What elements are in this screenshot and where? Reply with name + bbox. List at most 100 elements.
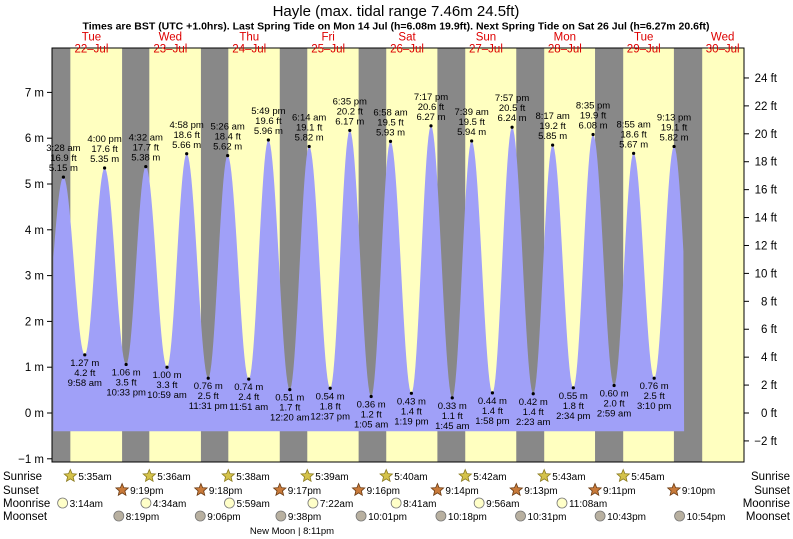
moonset-icon [355,510,367,522]
moonrise-icon [307,497,319,509]
day-date-label: 24–Jul [232,44,266,56]
day-name-label: Wed [711,32,734,44]
tide-label: 2.4 ft [238,392,259,403]
tide-label: 1.8 ft [563,401,584,412]
moonset-time: 10:18pm [448,512,487,523]
tide-point [206,376,210,380]
tide-label: 1.4 ft [523,407,544,418]
sunset-icon [272,482,287,497]
tide-label: 0.60 m [600,389,629,400]
day-date-label: 27–Jul [469,44,503,56]
y-left-tick-label: 1 m [25,362,44,374]
row-label-left: Moonset [3,511,48,523]
new-moon-label: New Moon | 8:11pm [250,526,334,537]
tide-label: 1.4 ft [482,406,503,417]
y-right-tick-label: 24 ft [755,73,778,85]
row-label-right: Sunset [754,485,791,497]
tide-label: 10:59 am [147,390,187,401]
tide-label: 1:19 pm [394,416,428,427]
moonrise-time: 8:41am [403,499,436,510]
sunrise-icon [300,468,315,483]
tide-label: 18.6 ft [620,129,647,140]
tide-label: 0.76 m [194,381,223,392]
y-right-tick-label: 6 ft [761,324,778,336]
tide-label: 5.93 m [376,127,405,138]
tide-label: 9:13 pm [657,112,691,123]
tide-label: 0.44 m [478,396,507,407]
day-date-label: 25–Jul [311,44,345,56]
y-right-tick-label: 18 ft [755,157,778,169]
moonrise-icon [140,497,152,509]
y-right-tick-label: 10 ft [755,268,778,280]
plot-border [51,47,745,463]
row-label-left: Sunset [3,485,40,497]
sunset-icon [666,482,682,497]
tide-point [348,128,352,133]
tide-point [388,139,393,144]
tide-label: 8:17 am [535,111,569,122]
tide-label: 11:31 pm [189,401,228,412]
tide-label: 19.2 ft [539,121,566,132]
sunrise-icon [63,468,78,483]
sunrise-time: 5:36am [157,472,190,483]
tide-label: 10:33 pm [106,387,146,398]
moonrise-icon [57,497,69,509]
day-date-label: 26–Jul [390,44,424,56]
sunrise-icon [537,468,552,483]
moonrise-icon [556,497,568,509]
tide-label: 4:00 pm [87,134,121,145]
y-right-tick-label: 22 ft [755,101,778,113]
tide-label: 19.1 ft [296,122,323,133]
tide-label: 6.24 m [498,113,527,124]
tide-label: 6:58 am [373,107,407,118]
y-right-tick-label: −2 ft [754,436,778,448]
tide-label: 2:23 am [516,417,550,428]
tide-label: 20.2 ft [337,106,364,117]
y-left-tick-label: 2 m [25,316,44,328]
tide-label: 1:58 pm [475,416,509,427]
y-right-tick-label: 8 ft [761,296,778,308]
moonset-icon [435,510,447,522]
tide-label: 6:35 pm [333,96,367,107]
tide-point [61,175,66,179]
tide-label: 9:58 am [68,378,102,389]
sunset-time: 9:10pm [682,486,715,497]
moonrise-icon [473,497,485,509]
tide-label: 0.74 m [234,382,263,393]
tide-label: 4:32 am [129,133,163,144]
sunrise-time: 5:38am [236,472,269,483]
moonrise-time: 3:14am [70,499,103,510]
tide-label: 3.5 ft [116,377,137,388]
sunset-icon [587,482,603,497]
tide-label: 5.38 m [131,153,160,164]
sunrise-icon [379,468,394,483]
tide-label: 5.67 m [619,139,648,150]
tide-label: 1:45 am [435,421,469,432]
tide-label: 20.5 ft [499,103,526,114]
sunset-icon [509,482,524,497]
tide-label: 2.5 ft [644,391,665,402]
tide-label: 18.6 ft [173,130,200,141]
day-name-label: Thu [239,32,259,44]
tide-point [144,164,148,169]
tide-label: 2.5 ft [198,391,219,402]
tide-point [266,138,270,142]
tide-label: 1.7 ft [279,403,300,414]
y-right-tick-label: 12 ft [755,240,778,252]
tide-label: 1.00 m [152,370,181,381]
tide-label: 5:49 pm [251,106,285,117]
tide-point [247,377,251,381]
tide-label: 4:58 pm [170,120,204,131]
tide-label: 5.96 m [254,126,283,137]
tide-label: 2.0 ft [604,399,625,410]
tide-label: 3:28 am [46,143,80,154]
moonrise-time: 4:34am [153,499,186,510]
tide-label: 1.06 m [112,367,141,378]
tide-point [612,383,616,388]
y-right-tick-label: 2 ft [761,380,778,392]
left-axis: −1 m 0 m 1 m 2 m 3 m 4 m 5 m 6 m 7 m [18,87,52,466]
right-axis: −2 ft 0 ft 2 ft 4 ft 6 ft 8 ft 10 ft 12 ft 14 ft… [744,73,778,448]
moonset-time: 10:01pm [368,512,407,523]
tide-point [551,143,555,147]
